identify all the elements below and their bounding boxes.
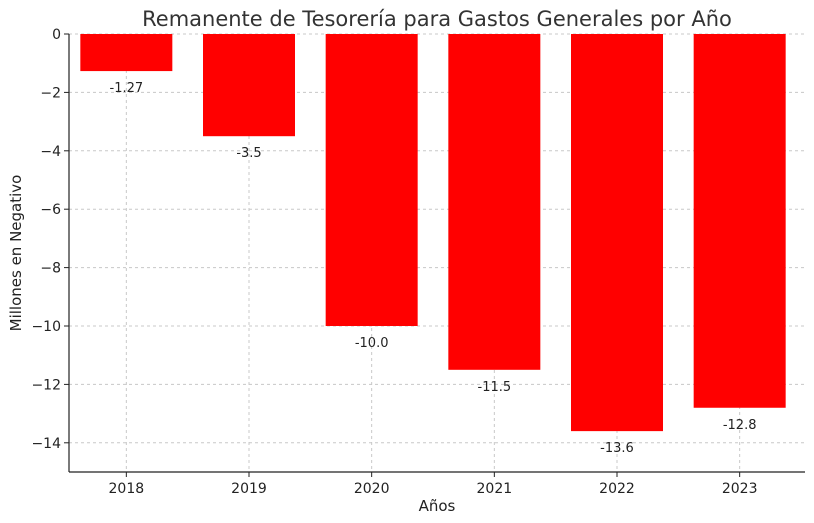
data-label-2023: -12.8 bbox=[723, 418, 757, 433]
bar-2022 bbox=[571, 34, 663, 432]
y-tick-label: −10 bbox=[31, 319, 61, 335]
x-axis-label: Años bbox=[419, 497, 456, 515]
data-label-2021: -11.5 bbox=[478, 380, 512, 395]
chart-title: Remanente de Tesorería para Gastos Gener… bbox=[142, 7, 732, 31]
x-tick-label: 2019 bbox=[231, 481, 267, 497]
x-tick-label: 2020 bbox=[354, 481, 390, 497]
data-label-2019: -3.5 bbox=[236, 146, 261, 161]
y-tick-label: −12 bbox=[31, 377, 61, 393]
axes: 0 −2 −4 −6 −8 −10 −12 −14 2018 2019 2020 2021 2022 20… bbox=[31, 27, 805, 497]
bar-2023 bbox=[693, 34, 786, 408]
data-label-2022: -13.6 bbox=[600, 441, 634, 456]
x-tick-label: 2021 bbox=[477, 481, 513, 497]
y-tick-label: −4 bbox=[40, 144, 61, 160]
y-tick-label: −8 bbox=[40, 261, 61, 277]
x-tick-label: 2022 bbox=[599, 481, 635, 497]
x-tick-label: 2023 bbox=[722, 481, 758, 497]
data-label-2018: -1.27 bbox=[110, 81, 144, 96]
y-tick-label: −2 bbox=[40, 85, 61, 101]
bar-2020 bbox=[325, 34, 418, 326]
x-tick-label: 2018 bbox=[109, 481, 145, 497]
y-tick-label: 0 bbox=[52, 27, 61, 43]
y-axis-label: Millones en Negativo bbox=[7, 175, 25, 332]
y-tick-label: −6 bbox=[40, 202, 61, 218]
y-tick-label: −14 bbox=[31, 436, 61, 452]
bar-2018 bbox=[80, 34, 173, 72]
bar-2021 bbox=[448, 34, 541, 370]
bars bbox=[80, 34, 786, 432]
data-labels: -1.27 -3.5 -10.0 -11.5 -13.6 -12.8 bbox=[110, 81, 757, 456]
data-label-2020: -10.0 bbox=[355, 336, 389, 351]
bar-2019 bbox=[203, 34, 295, 137]
